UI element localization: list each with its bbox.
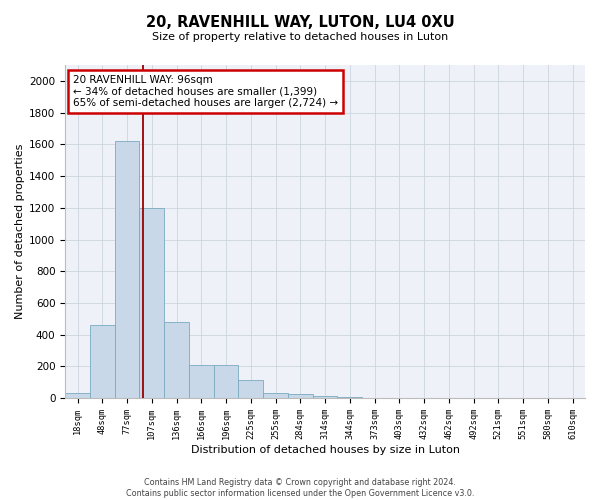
Bar bbox=[189, 365, 214, 398]
Bar bbox=[90, 325, 115, 398]
Bar bbox=[263, 392, 288, 398]
Y-axis label: Number of detached properties: Number of detached properties bbox=[15, 144, 25, 320]
Text: Size of property relative to detached houses in Luton: Size of property relative to detached ho… bbox=[152, 32, 448, 42]
Bar bbox=[214, 365, 238, 398]
Bar bbox=[65, 394, 90, 398]
Bar bbox=[238, 380, 263, 398]
Bar bbox=[313, 396, 337, 398]
Text: 20 RAVENHILL WAY: 96sqm
← 34% of detached houses are smaller (1,399)
65% of semi: 20 RAVENHILL WAY: 96sqm ← 34% of detache… bbox=[73, 75, 338, 108]
Bar bbox=[288, 394, 313, 398]
Text: Contains HM Land Registry data © Crown copyright and database right 2024.
Contai: Contains HM Land Registry data © Crown c… bbox=[126, 478, 474, 498]
Bar bbox=[139, 208, 164, 398]
X-axis label: Distribution of detached houses by size in Luton: Distribution of detached houses by size … bbox=[191, 445, 460, 455]
Bar bbox=[115, 141, 139, 398]
Text: 20, RAVENHILL WAY, LUTON, LU4 0XU: 20, RAVENHILL WAY, LUTON, LU4 0XU bbox=[146, 15, 454, 30]
Bar bbox=[164, 322, 189, 398]
